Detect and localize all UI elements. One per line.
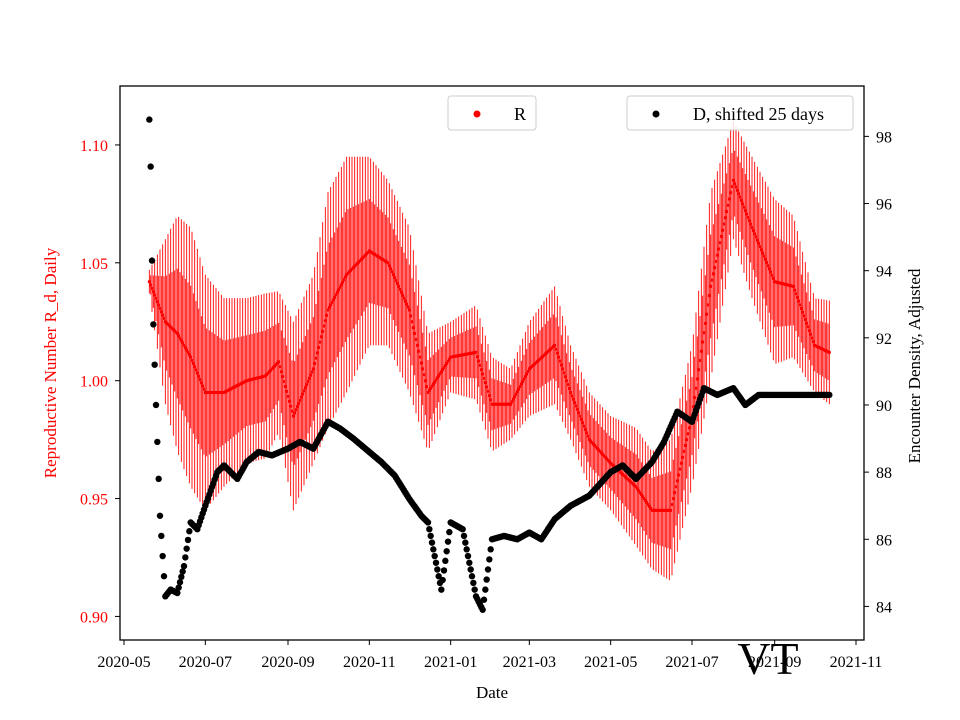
d-point [150, 321, 156, 327]
right-y-axis: 84 86 88 90 92 94 96 98 [864, 129, 892, 616]
d-point [157, 513, 163, 519]
left-y-tick-label: 0.95 [80, 492, 108, 509]
left-y-tick-label: 0.90 [80, 609, 108, 626]
r-point [828, 351, 831, 354]
d-point [161, 573, 167, 579]
d-point [441, 567, 447, 573]
d-point [182, 554, 188, 560]
d-point [147, 163, 153, 169]
d-point [439, 577, 445, 583]
right-y-axis-label: Encounter Density, Adjusted [905, 268, 924, 463]
legend-r-marker [474, 111, 481, 118]
d-point [149, 257, 155, 263]
d-point [486, 556, 492, 562]
left-y-axis: 0.90 0.95 1.00 1.05 1.10 [80, 138, 120, 626]
d-point [466, 560, 472, 566]
d-point [186, 528, 192, 534]
x-tick-label: 2021-01 [424, 654, 477, 671]
d-point [462, 539, 468, 545]
state-stamp: VT [737, 633, 798, 684]
x-tick-label: 2021-07 [665, 654, 718, 671]
d-point [151, 361, 157, 367]
d-point [467, 566, 473, 572]
right-y-tick-label: 98 [876, 129, 892, 146]
d-point [155, 476, 161, 482]
d-point [459, 526, 465, 532]
d-point [487, 546, 493, 552]
legend-d-label: D, shifted 25 days [693, 104, 824, 124]
d-point [483, 576, 489, 582]
d-point [470, 580, 476, 586]
d-point [479, 607, 485, 613]
d-point [481, 597, 487, 603]
d-point [469, 573, 475, 579]
left-y-tick-label: 1.00 [80, 374, 108, 391]
d-point [179, 568, 185, 574]
d-point [482, 586, 488, 592]
d-point [426, 526, 432, 532]
legend-d[interactable]: D, shifted 25 days [627, 96, 853, 130]
x-tick-label: 2020-05 [97, 654, 150, 671]
d-point [430, 546, 436, 552]
d-point [471, 586, 477, 592]
d-point [174, 590, 180, 596]
x-tick-label: 2021-05 [584, 654, 637, 671]
right-y-tick-label: 92 [876, 331, 892, 348]
d-point [425, 519, 431, 525]
x-tick-label: 2021-03 [503, 654, 556, 671]
d-point [445, 538, 451, 544]
right-y-tick-label: 94 [876, 264, 892, 281]
d-point [485, 566, 491, 572]
left-y-tick-label: 1.10 [80, 138, 108, 155]
right-y-tick-label: 90 [876, 398, 892, 415]
d-point [434, 566, 440, 572]
d-point [153, 402, 159, 408]
d-point [431, 553, 437, 559]
d-point [438, 586, 444, 592]
right-y-tick-label: 96 [876, 197, 892, 214]
d-point [158, 533, 164, 539]
right-y-tick-label: 86 [876, 532, 892, 549]
right-y-tick-label: 88 [876, 465, 892, 482]
d-point [446, 529, 452, 535]
d-point [146, 116, 152, 122]
left-y-tick-label: 1.05 [80, 256, 108, 273]
legend-r-label: R [514, 104, 526, 124]
x-tick-label: 2020-07 [179, 654, 232, 671]
r-series-layer [148, 121, 831, 580]
x-tick-label: 2020-11 [343, 654, 396, 671]
legend-r[interactable]: R [448, 96, 536, 130]
legend-d-marker [653, 111, 660, 118]
d-point [442, 558, 448, 564]
d-point [175, 584, 181, 590]
d-point [185, 537, 191, 543]
d-point [183, 545, 189, 551]
d-point [181, 563, 187, 569]
d-point [443, 548, 449, 554]
dual-axis-chart: 2020-05 2020-07 2020-09 2020-11 2021-01 2021-… [0, 0, 960, 720]
d-point [826, 392, 832, 398]
d-point [177, 579, 183, 585]
d-point [178, 574, 184, 580]
d-point [154, 439, 160, 445]
d-point [429, 539, 435, 545]
x-axis-label: Date [476, 683, 508, 702]
d-point [463, 546, 469, 552]
d-point [465, 553, 471, 559]
x-tick-label: 2021-11 [830, 654, 883, 671]
d-point [159, 553, 165, 559]
right-y-tick-label: 84 [876, 599, 892, 616]
left-y-axis-label: Reproductive Number R_d, Daily [41, 247, 60, 478]
d-point [461, 533, 467, 539]
d-point [433, 560, 439, 566]
x-tick-label: 2020-09 [261, 654, 314, 671]
d-point [427, 533, 433, 539]
